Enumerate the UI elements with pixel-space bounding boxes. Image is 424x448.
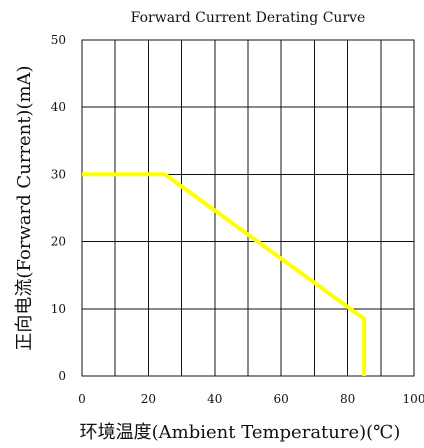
y-tick-label: 40 <box>51 100 66 114</box>
derating-line <box>82 172 367 376</box>
y-tick-label: 20 <box>51 235 66 249</box>
y-tick-label: 10 <box>51 302 66 316</box>
x-tick-label: 80 <box>340 392 355 406</box>
x-tick-label: 20 <box>141 392 156 406</box>
x-tick-label: 40 <box>207 392 222 406</box>
plot-frame <box>81 39 415 377</box>
y-tick-label: 0 <box>58 369 66 383</box>
chart-title: Forward Current Derating Curve <box>131 10 366 26</box>
y-tick-layer: 0 10 20 30 40 50 <box>51 33 66 383</box>
y-tick-label: 50 <box>51 33 66 47</box>
x-tick-label: 0 <box>78 392 86 406</box>
x-tick-label: 100 <box>403 392 424 406</box>
y-tick-label: 30 <box>51 167 66 181</box>
series-layer <box>82 172 367 376</box>
x-tick-label: 60 <box>274 392 289 406</box>
x-axis-label: 环境温度(Ambient Temperature)(℃) <box>80 422 401 443</box>
y-axis-label: 正向电流(Forward Current)(mA) <box>14 65 35 350</box>
x-tick-layer: 0 20 40 60 80 100 <box>78 392 424 406</box>
